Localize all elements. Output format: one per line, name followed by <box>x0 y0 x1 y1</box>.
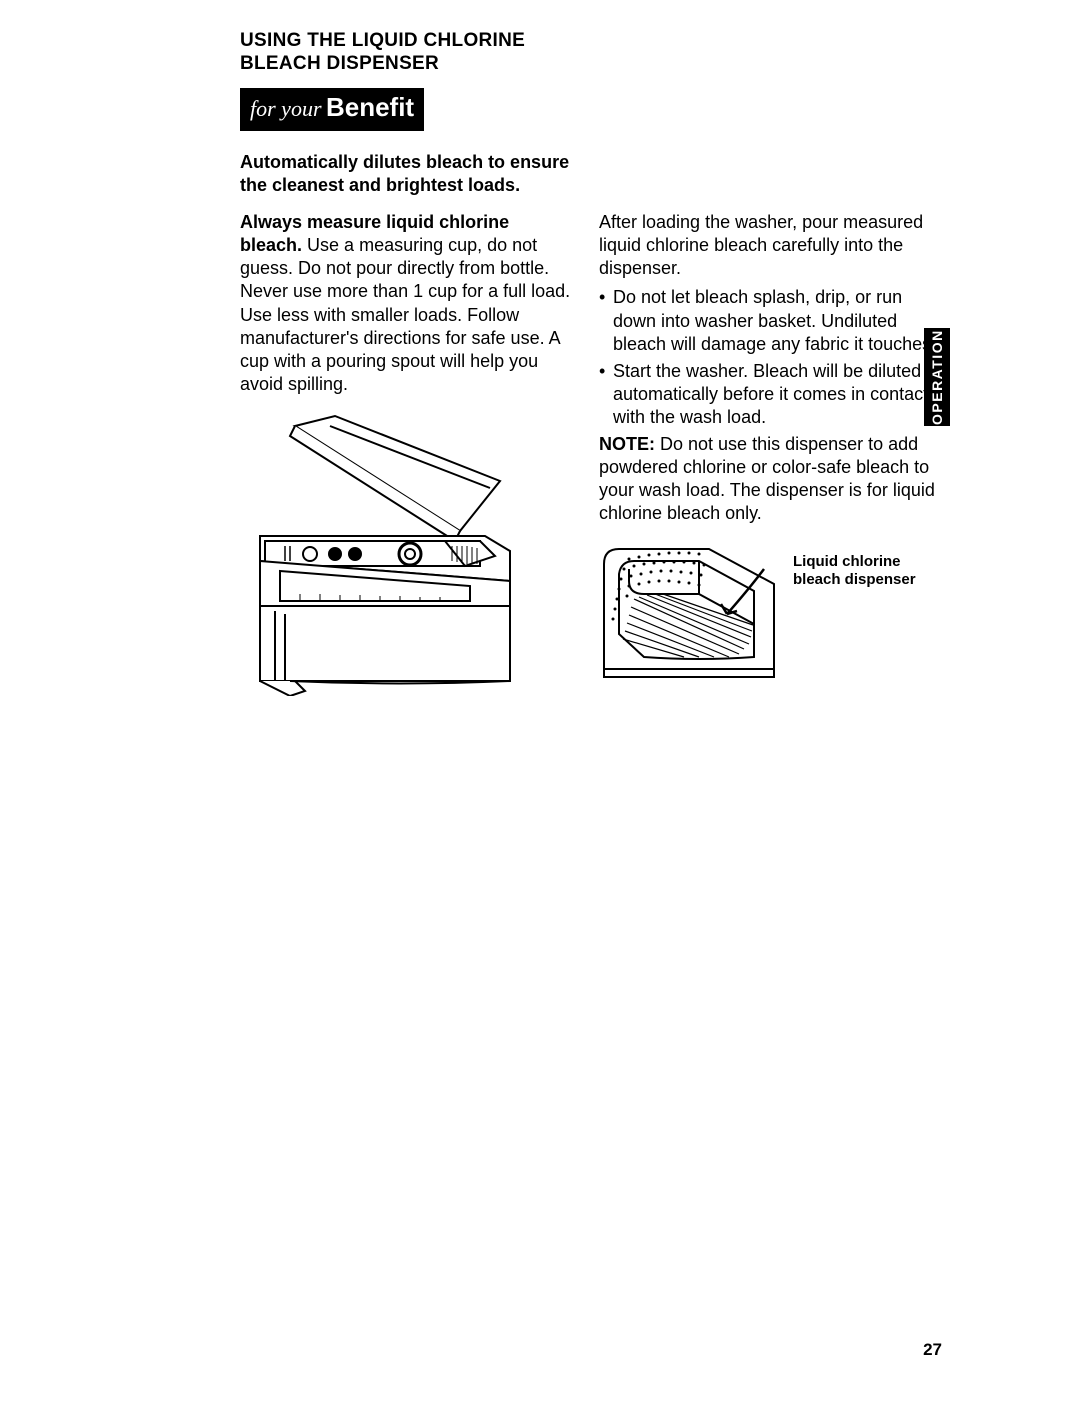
right-intro: After loading the washer, pour measured … <box>599 211 950 280</box>
bullet-list: Do not let bleach splash, drip, or run d… <box>599 286 950 428</box>
section-heading: USING THE LIQUID CHLORINE BLEACH DISPENS… <box>240 30 950 76</box>
dispenser-figure: Liquid chlorine bleach dispenser <box>599 539 950 679</box>
note-label: NOTE: <box>599 434 655 454</box>
two-column-body: Always measure liquid chlorine bleach. U… <box>240 211 950 701</box>
washer-illustration <box>240 406 575 702</box>
manual-page: USING THE LIQUID CHLORINE BLEACH DISPENS… <box>0 0 1080 702</box>
callout-line-1: Liquid chlorine <box>793 553 901 570</box>
heading-line-1: USING THE LIQUID CHLORINE <box>240 30 525 51</box>
dispenser-illustration <box>599 539 779 679</box>
left-column: Always measure liquid chlorine bleach. U… <box>240 211 575 701</box>
bullet-item: Do not let bleach splash, drip, or run d… <box>599 286 950 355</box>
right-column: After loading the washer, pour measured … <box>599 211 950 701</box>
page-number: 27 <box>923 1340 942 1360</box>
dispenser-callout: Liquid chlorine bleach dispenser <box>793 553 916 589</box>
bullet-item: Start the washer. Bleach will be diluted… <box>599 360 950 429</box>
left-body: Use a measuring cup, do not guess. Do no… <box>240 235 570 393</box>
section-tab: OPERATION <box>924 328 950 426</box>
note: NOTE: Do not use this dispenser to add p… <box>599 433 950 525</box>
heading-line-2: BLEACH DISPENSER <box>240 53 439 74</box>
badge-prefix: for your <box>250 96 322 121</box>
subheading: Automatically dilutes bleach to ensure t… <box>240 151 570 198</box>
benefit-badge: for your Benefit <box>240 88 424 131</box>
callout-line-2: bleach dispenser <box>793 571 916 588</box>
badge-main: Benefit <box>326 92 414 122</box>
